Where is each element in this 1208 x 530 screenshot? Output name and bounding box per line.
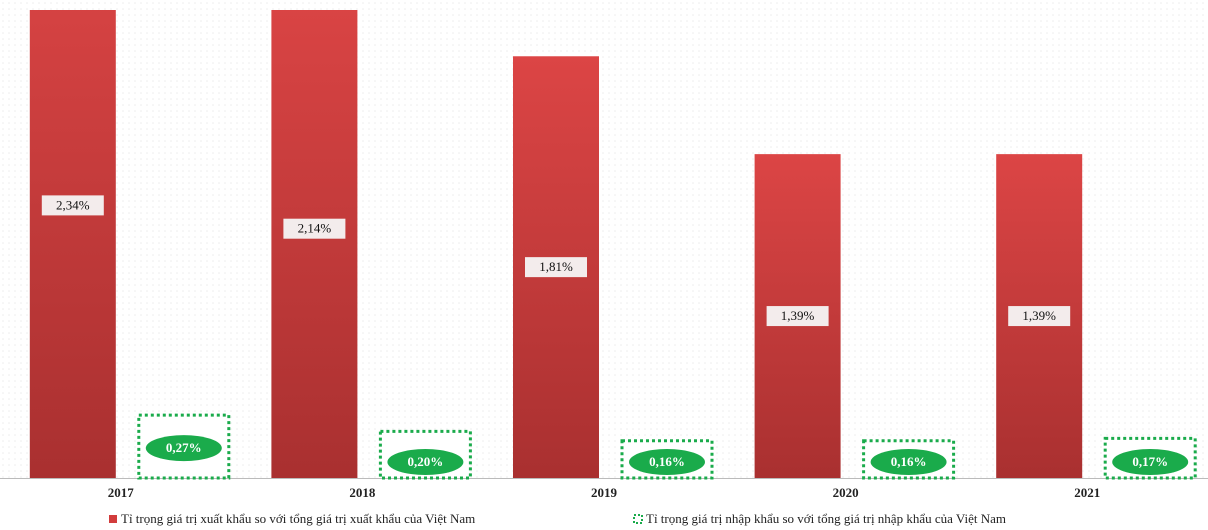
value-label-box [870,449,947,475]
value-label: 2,14% [298,221,332,236]
plot-area: 2,34% 0,27% 2,14% 0,20% 1,81% 0,16% 1,39% 0,16%… [29,10,1197,480]
x-tick-label: 2017 [108,485,135,500]
x-tick-label: 2019 [591,485,618,500]
value-label: 0,16% [891,454,927,469]
value-label-box [1112,449,1189,475]
value-label: 1,39% [781,308,815,323]
value-label-box [41,195,104,216]
value-label: 0,27% [166,440,202,455]
value-label-box [387,449,464,475]
bar [271,10,358,478]
value-label: 2,34% [56,197,90,212]
value-label: 0,20% [408,454,444,469]
value-label: 0,16% [649,454,685,469]
x-tick-label: 2021 [1074,485,1100,500]
value-label: 0,17% [1132,454,1168,469]
value-label-box [629,449,705,475]
value-label-box [283,218,346,239]
legend-label: Tỉ trọng giá trị xuất khẩu so với tổng g… [121,511,475,526]
value-label: 1,81% [539,259,573,274]
bar [29,10,116,478]
x-tick-label: 2018 [349,485,376,500]
value-label-box [525,257,587,278]
value-label-box [145,435,222,462]
x-tick-label: 2020 [833,485,859,500]
value-label-box [766,306,829,327]
legend-swatch [633,514,643,524]
value-label: 1,39% [1022,308,1056,323]
legend-swatch [109,515,117,523]
legend-label: Tỉ trọng giá trị nhập khẩu so với tổng g… [646,511,1006,526]
value-label-box [1008,306,1071,327]
